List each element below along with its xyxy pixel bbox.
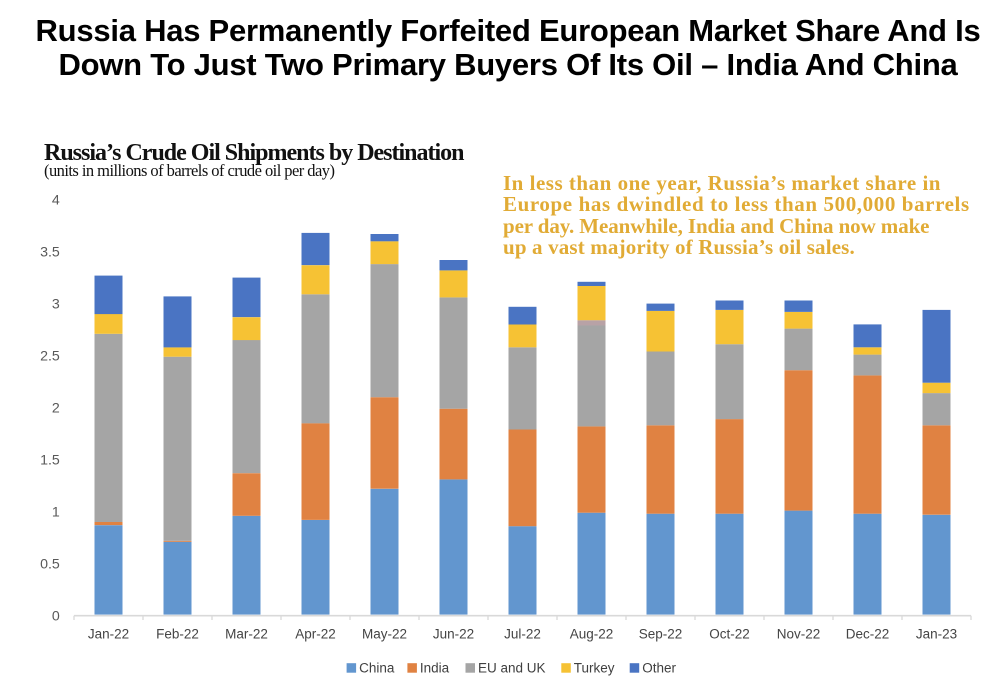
svg-text:Nov-22: Nov-22 bbox=[777, 627, 821, 642]
svg-text:May-22: May-22 bbox=[362, 627, 407, 642]
svg-text:1: 1 bbox=[52, 504, 60, 520]
svg-text:2.5: 2.5 bbox=[40, 348, 60, 364]
svg-text:Jun-22: Jun-22 bbox=[433, 627, 474, 642]
svg-text:0: 0 bbox=[52, 608, 60, 624]
svg-text:Jan-23: Jan-23 bbox=[916, 627, 957, 642]
svg-text:2: 2 bbox=[52, 400, 60, 416]
svg-text:3: 3 bbox=[52, 296, 60, 312]
svg-text:Sep-22: Sep-22 bbox=[639, 627, 683, 642]
svg-text:Mar-22: Mar-22 bbox=[225, 627, 268, 642]
svg-text:Jul-22: Jul-22 bbox=[504, 627, 541, 642]
svg-text:Aug-22: Aug-22 bbox=[570, 627, 614, 642]
svg-text:Feb-22: Feb-22 bbox=[156, 627, 199, 642]
svg-text:1.5: 1.5 bbox=[40, 452, 60, 468]
svg-text:4: 4 bbox=[52, 192, 60, 208]
svg-text:Apr-22: Apr-22 bbox=[295, 627, 336, 642]
svg-text:Oct-22: Oct-22 bbox=[709, 627, 750, 642]
svg-text:India: India bbox=[420, 661, 450, 676]
svg-text:EU and UK: EU and UK bbox=[478, 661, 546, 676]
svg-text:Other: Other bbox=[642, 661, 676, 676]
svg-text:Jan-22: Jan-22 bbox=[88, 627, 129, 642]
svg-text:3.5: 3.5 bbox=[40, 244, 60, 260]
svg-text:0.5: 0.5 bbox=[40, 556, 60, 572]
svg-text:Turkey: Turkey bbox=[574, 661, 615, 676]
svg-text:China: China bbox=[359, 661, 395, 676]
svg-text:Dec-22: Dec-22 bbox=[846, 627, 890, 642]
